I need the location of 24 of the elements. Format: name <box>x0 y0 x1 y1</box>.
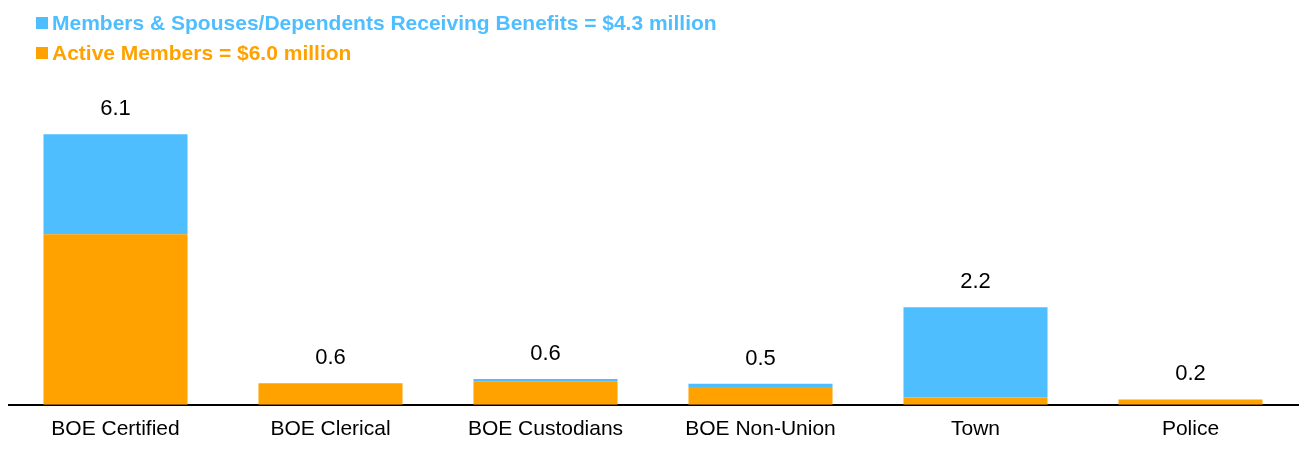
bar <box>43 234 188 405</box>
bar <box>688 383 833 387</box>
annotation: 2.2 <box>960 268 991 294</box>
annotation: 6.1 <box>100 95 131 121</box>
legend-label: Active Members = $6.0 million <box>52 40 352 66</box>
bar <box>903 397 1048 405</box>
annotation: 0.2 <box>1175 360 1206 386</box>
legend-label: Members & Spouses/Dependents Receiving Benefits = $4.3 million <box>52 10 717 36</box>
x-tick-label: BOE Non-Union <box>685 416 836 440</box>
bar <box>258 383 403 405</box>
bar <box>1118 399 1263 405</box>
x-tick-label: Police <box>1161 416 1220 440</box>
bar <box>688 386 833 405</box>
bar <box>903 307 1048 398</box>
annotation: 0.6 <box>530 340 561 366</box>
bar <box>473 381 618 405</box>
x-tick-label: BOE Certified <box>51 416 180 440</box>
x-tick-label: Town <box>950 416 1001 440</box>
x-tick-label: BOE Clerical <box>270 416 391 440</box>
bar <box>43 134 188 235</box>
annotation: 0.5 <box>745 344 776 370</box>
x-tick-label: BOE Custodians <box>467 416 624 440</box>
annotation: 0.6 <box>315 344 346 370</box>
bar <box>473 379 618 382</box>
